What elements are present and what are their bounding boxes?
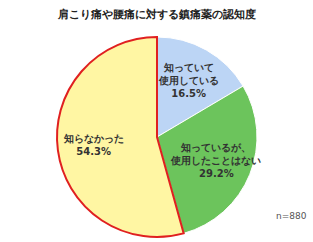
data-label: 16.5%	[171, 88, 206, 99]
data-label: 29.2%	[199, 168, 234, 179]
pie: 知っていて使用している 16.5% 知っているが、使用したことはない29.2% 知らな…	[57, 37, 261, 237]
slice-label: 知らなかった	[63, 133, 124, 145]
slice-label: 知っていて使用している	[158, 62, 219, 86]
annotation: n=880	[276, 211, 307, 221]
data-label: 54.3%	[76, 146, 111, 157]
slice-label-line: 使用している	[158, 75, 219, 86]
slice-label-line: 使用したことはない	[170, 155, 261, 167]
slice-label-line: 知らなかった	[63, 133, 124, 145]
slice-label-line: 知っているが、	[180, 142, 251, 153]
slice-label: 知っているが、使用したことはない	[170, 142, 261, 167]
slice-label-line: 知っていて	[163, 62, 214, 73]
chart: 肩こり痛や腰痛に対する鎮痛薬の認知度知っていて使用している 16.5% 知っているが…	[0, 0, 313, 242]
title: 肩こり痛や腰痛に対する鎮痛薬の認知度	[57, 8, 256, 21]
